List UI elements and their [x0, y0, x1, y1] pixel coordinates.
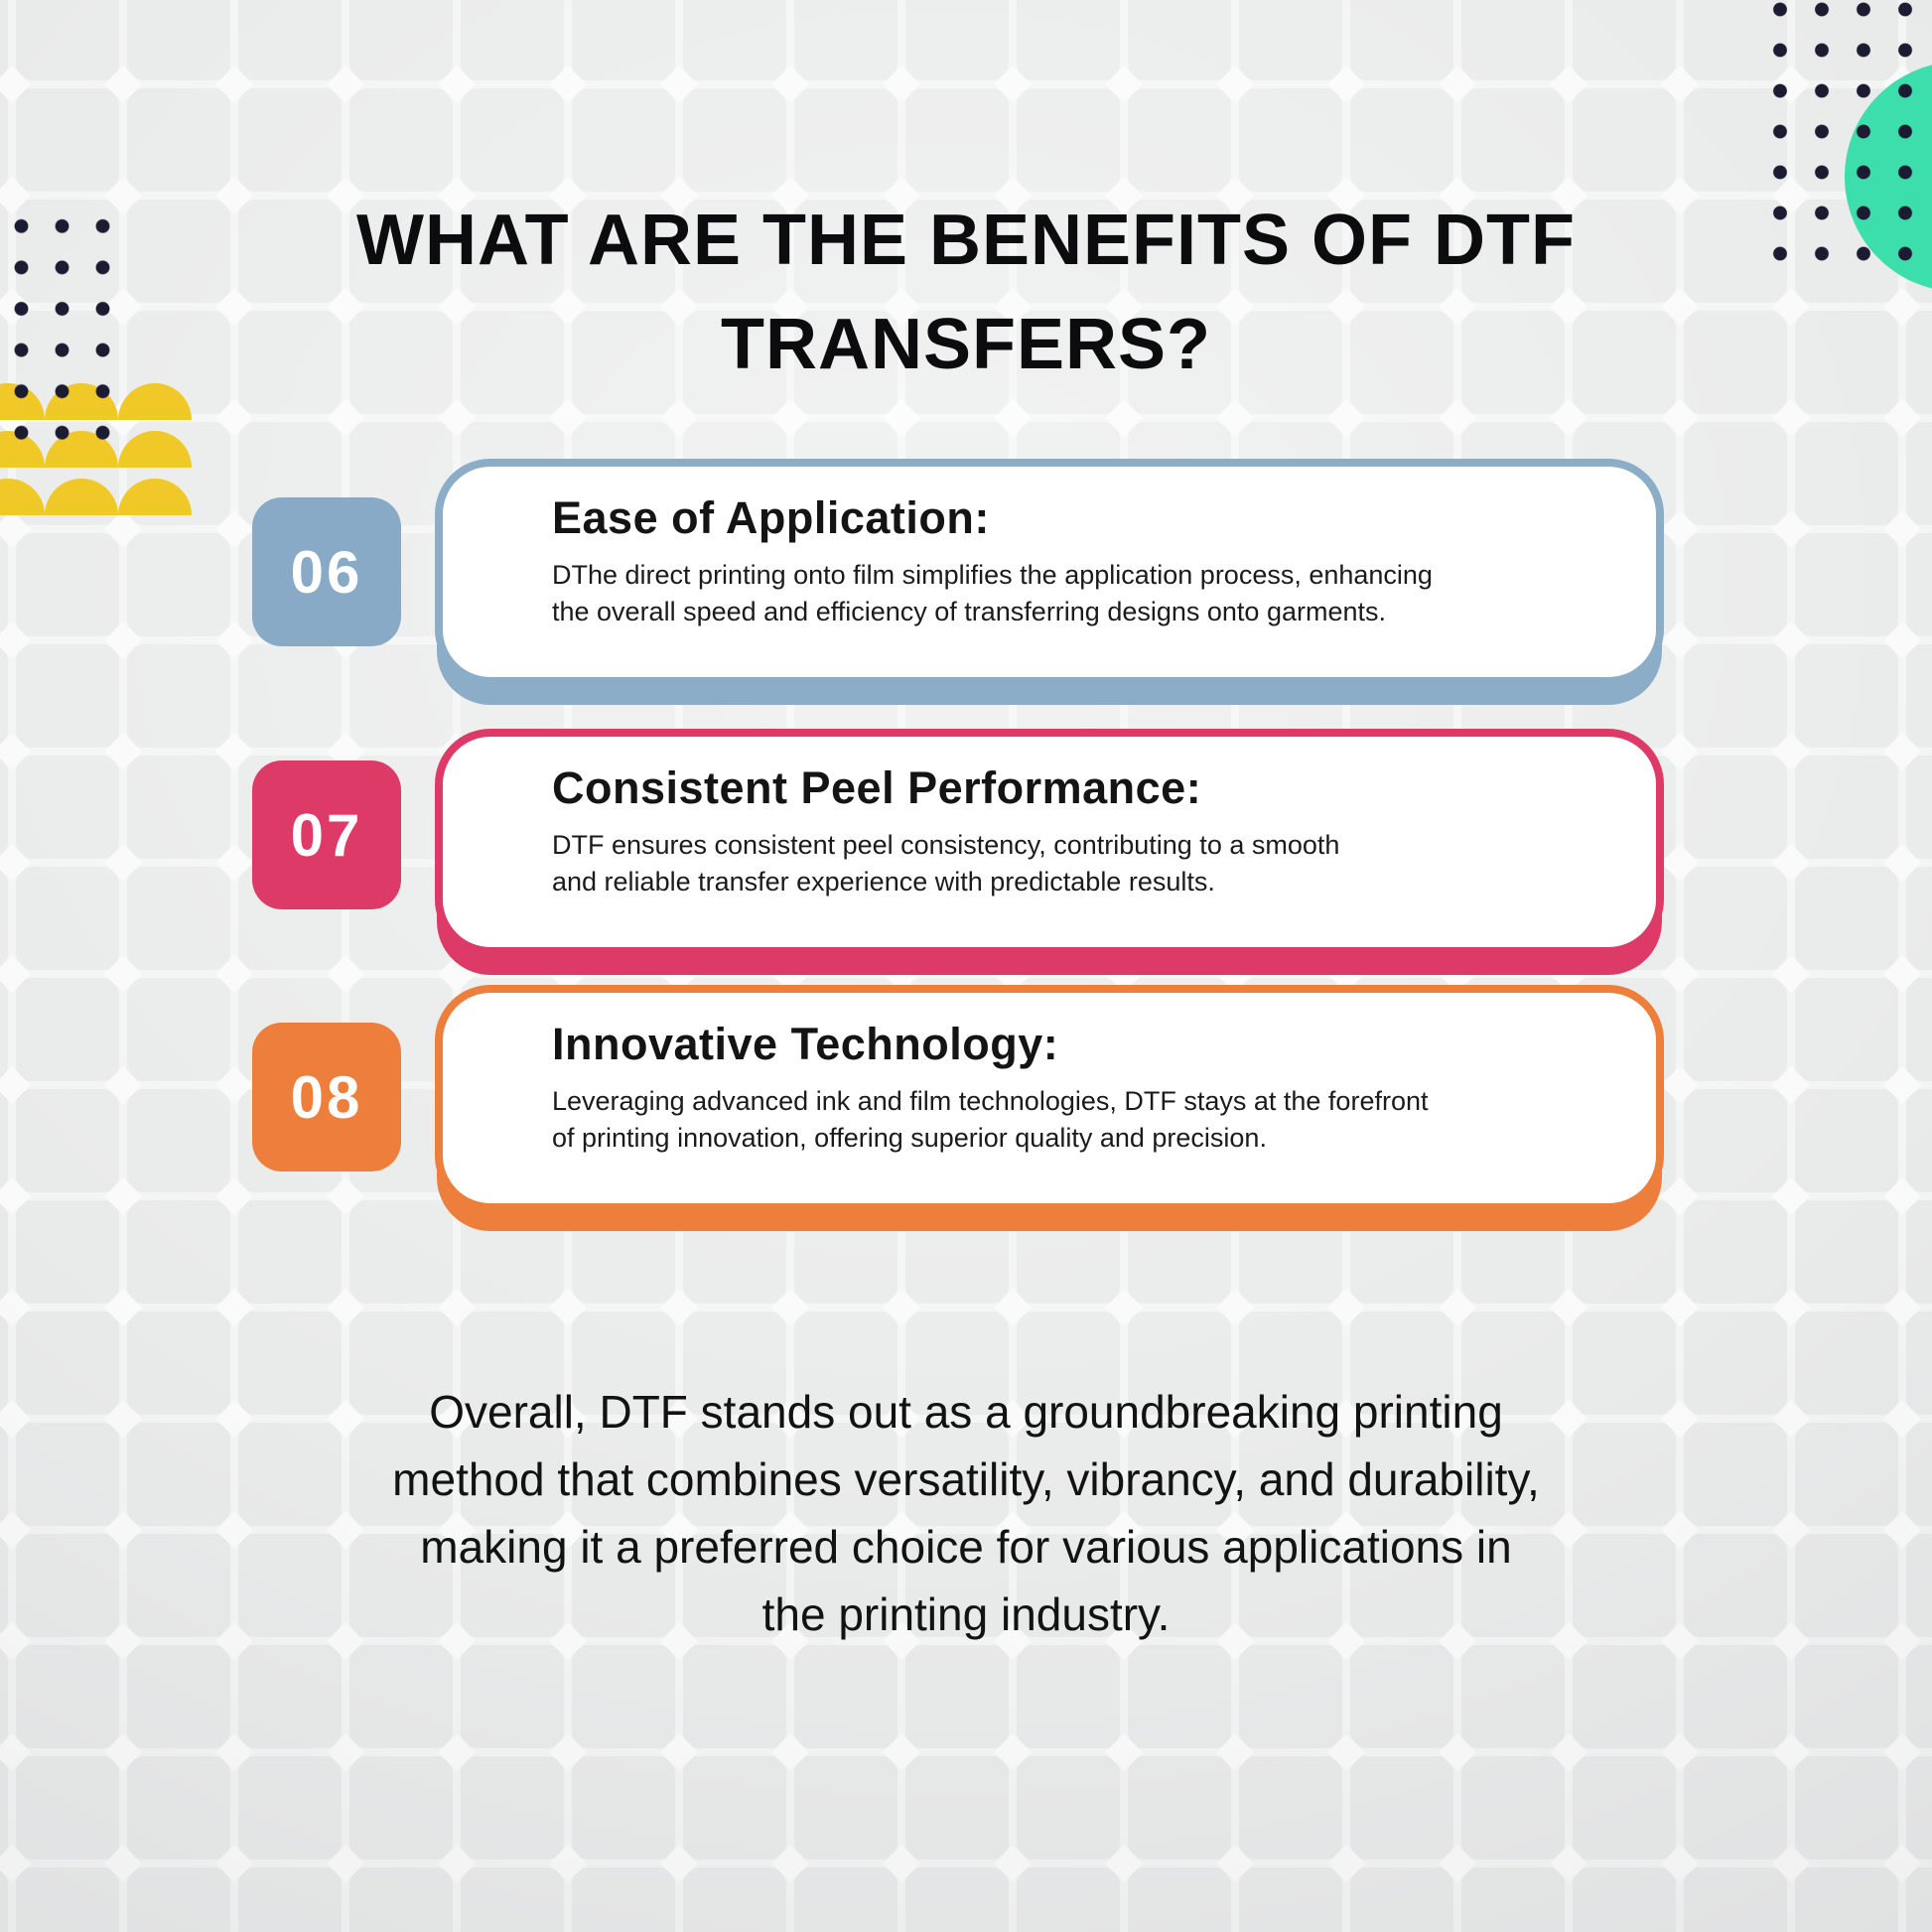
dots-grid-left-icon [1, 206, 123, 454]
card-heading: Innovative Technology: [552, 1019, 1059, 1069]
card-body-text: DThe direct printing onto film simplifie… [552, 560, 1433, 626]
item-number-08: 08 [290, 1063, 363, 1131]
summary-paragraph: Overall, DTF stands out as a groundbreak… [392, 1386, 1540, 1640]
card-body-text: Leveraging advanced ink and film technol… [552, 1086, 1429, 1153]
benefit-card-innovative-technology: Innovative Technology: Leveraging advanc… [435, 985, 1664, 1211]
item-number-badge-06: 06 [252, 497, 401, 646]
page-title-line1: WHAT ARE THE BENEFITS OF DTF [356, 201, 1576, 280]
item-number-badge-08: 08 [252, 1023, 401, 1172]
item-number-07: 07 [290, 801, 363, 869]
card-heading: Consistent Peel Performance: [552, 762, 1202, 813]
benefit-card-consistent-peel-performance: Consistent Peel Performance: DTF ensures… [435, 729, 1664, 955]
page-title-line2: TRANSFERS? [721, 305, 1211, 384]
card-heading: Ease of Application: [552, 492, 990, 543]
item-number-badge-07: 07 [252, 760, 401, 909]
benefit-card-ease-of-application: Ease of Application: DThe direct printin… [435, 459, 1664, 685]
dots-grid-topright-icon [1759, 0, 1926, 275]
page-title: WHAT ARE THE BENEFITS OF DTF TRANSFERS? [0, 189, 1932, 397]
card-body-text: DTF ensures consistent peel consistency,… [552, 830, 1340, 897]
item-number-06: 06 [290, 538, 363, 606]
